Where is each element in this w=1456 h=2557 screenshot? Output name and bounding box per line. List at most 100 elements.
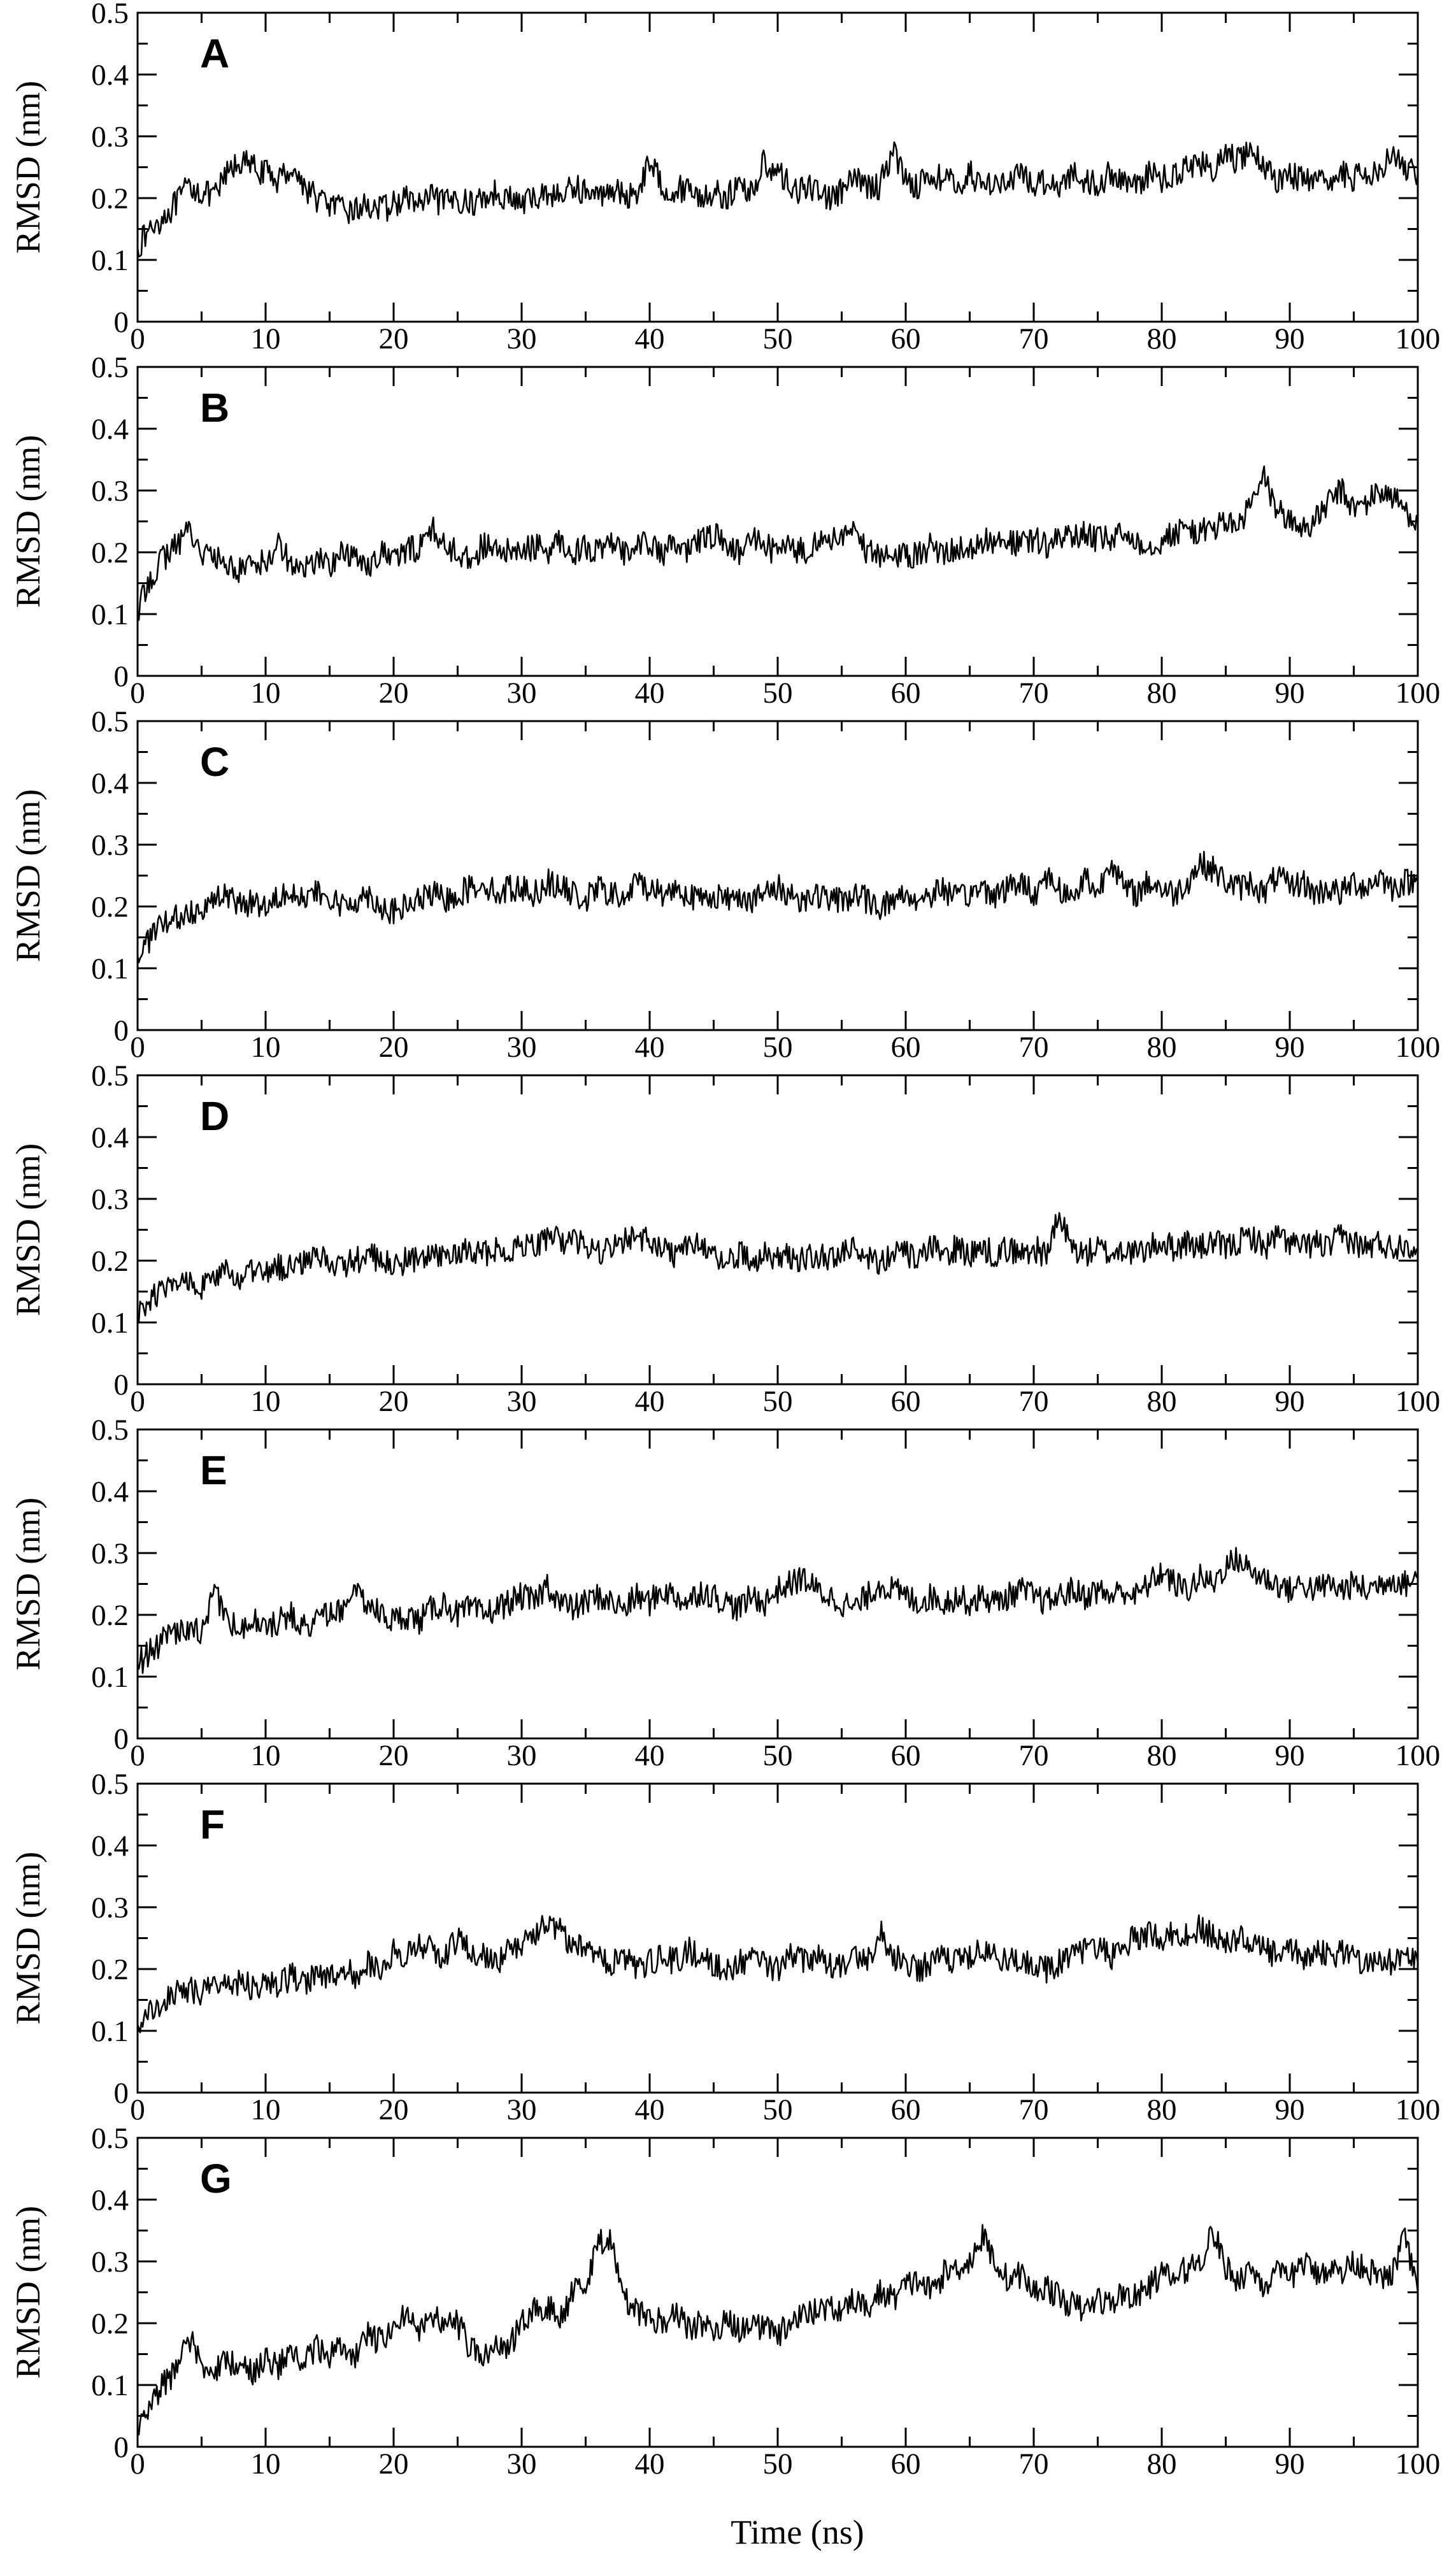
x-tick-label: 40	[635, 2093, 665, 2126]
y-axis-title: RMSD (nm)	[9, 435, 47, 608]
panel-d: 0 10 20 30 40 50 60 70 80 90 100 0 0.1 0.2 0.3 0.4 0.5 RM…	[9, 1059, 1440, 1418]
rmsd-series-line	[136, 141, 1419, 258]
x-tick-label: 70	[1019, 322, 1049, 355]
y-tick-label: 0.2	[91, 1953, 129, 1986]
x-tick-label: 0	[130, 677, 145, 710]
x-tick-label: 100	[1395, 1385, 1441, 1418]
y-tick-label: 0.4	[91, 413, 129, 446]
y-axis-title: RMSD (nm)	[9, 1143, 47, 1317]
y-tick-label: 0	[114, 1014, 129, 1047]
y-tick-label: 0.2	[91, 1599, 129, 1632]
y-tick-label: 0.3	[91, 475, 129, 508]
x-tick-label: 30	[507, 2093, 537, 2126]
x-tick-label: 10	[251, 677, 281, 710]
x-tick-label: 90	[1275, 677, 1305, 710]
y-tick-label: 0.1	[91, 1661, 129, 1694]
y-tick-label: 0.4	[91, 767, 129, 800]
x-tick-label: 90	[1275, 2447, 1305, 2481]
panel-g: 0 10 20 30 40 50 60 70 80 90 100 0 0.1 0.2 0.3 0.4 0.5 RM…	[9, 2122, 1440, 2481]
y-tick-label: 0.1	[91, 598, 129, 631]
x-tick-label: 50	[763, 2093, 793, 2126]
x-tick-label: 100	[1395, 677, 1441, 710]
x-tick-label: 50	[763, 322, 793, 355]
y-tick-label: 0.2	[91, 2307, 129, 2340]
y-tick-label: 0.5	[91, 705, 129, 738]
y-tick-label: 0.3	[91, 1537, 129, 1570]
x-tick-label: 70	[1019, 2093, 1049, 2126]
x-tick-label: 90	[1275, 1385, 1305, 1418]
x-tick-label: 0	[130, 1031, 145, 1064]
x-tick-label: 30	[507, 1031, 537, 1064]
panel-b: 0 10 20 30 40 50 60 70 80 90 100 0 0.1 0.2 0.3 0.4 0.5 RM…	[9, 351, 1440, 710]
x-tick-label: 40	[635, 1385, 665, 1418]
y-tick-label: 0.3	[91, 1891, 129, 1924]
y-tick-label: 0.4	[91, 1475, 129, 1508]
x-tick-label: 40	[635, 2447, 665, 2481]
x-tick-label: 70	[1019, 677, 1049, 710]
x-tick-label: 90	[1275, 1739, 1305, 1772]
panel-label: A	[200, 31, 229, 76]
x-tick-label: 60	[891, 1739, 921, 1772]
y-tick-label: 0.4	[91, 2184, 129, 2217]
y-tick-label: 0.3	[91, 829, 129, 862]
x-tick-label: 100	[1395, 1031, 1441, 1064]
panel-label: E	[200, 1447, 227, 1493]
x-tick-label: 70	[1019, 2447, 1049, 2481]
x-tick-label: 20	[379, 322, 409, 355]
plot-frame	[136, 2137, 1419, 2448]
x-tick-label: 10	[251, 2093, 281, 2126]
y-tick-label: 0	[114, 2077, 129, 2110]
x-tick-label: 0	[130, 322, 145, 355]
rmsd-series-line	[136, 465, 1419, 621]
y-tick-label: 0	[114, 1723, 129, 1756]
x-tick-label: 20	[379, 1739, 409, 1772]
panel-e: 0 10 20 30 40 50 60 70 80 90 100 0 0.1 0.2 0.3 0.4 0.5 RM…	[9, 1414, 1440, 1772]
y-tick-label: 0.1	[91, 2015, 129, 2048]
y-tick-label: 0	[114, 306, 129, 339]
y-tick-label: 0.1	[91, 952, 129, 985]
y-axis-title: RMSD (nm)	[9, 789, 47, 963]
y-tick-label: 0.5	[91, 351, 129, 384]
y-tick-label: 0.1	[91, 1307, 129, 1340]
plot-frame	[136, 1074, 1419, 1386]
x-tick-label: 50	[763, 2447, 793, 2481]
x-tick-label: 50	[763, 1031, 793, 1064]
x-tick-label: 80	[1147, 2447, 1177, 2481]
x-tick-label: 20	[379, 1031, 409, 1064]
y-tick-label: 0.2	[91, 1245, 129, 1278]
x-tick-label: 20	[379, 2447, 409, 2481]
x-tick-label: 50	[763, 677, 793, 710]
plot-frame	[136, 1782, 1419, 2094]
y-axis-title: RMSD (nm)	[9, 1852, 47, 2025]
plot-frame	[136, 720, 1419, 1031]
x-tick-label: 80	[1147, 677, 1177, 710]
y-tick-label: 0	[114, 660, 129, 693]
x-tick-label: 20	[379, 2093, 409, 2126]
y-tick-label: 0.1	[91, 244, 129, 277]
x-tick-label: 40	[635, 1031, 665, 1064]
y-tick-label: 0.2	[91, 891, 129, 924]
x-tick-label: 70	[1019, 1739, 1049, 1772]
x-tick-label: 30	[507, 1385, 537, 1418]
x-tick-label: 40	[635, 1739, 665, 1772]
x-tick-label: 90	[1275, 322, 1305, 355]
x-tick-label: 20	[379, 1385, 409, 1418]
y-tick-label: 0	[114, 2431, 129, 2464]
y-tick-label: 0.5	[91, 0, 129, 30]
x-tick-label: 50	[763, 1739, 793, 1772]
x-tick-label: 10	[251, 1031, 281, 1064]
x-tick-label: 0	[130, 1385, 145, 1418]
x-tick-label: 0	[130, 2447, 145, 2481]
x-axis-title: Time (ns)	[731, 2513, 864, 2551]
x-tick-label: 80	[1147, 2093, 1177, 2126]
panel-label: G	[200, 2156, 232, 2202]
x-tick-label: 70	[1019, 1031, 1049, 1064]
y-tick-label: 0.5	[91, 2122, 129, 2155]
plot-frame	[136, 1428, 1419, 1740]
x-tick-label: 30	[507, 322, 537, 355]
rmsd-series-line	[136, 1914, 1419, 2033]
panel-a: 0 10 20 30 40 50 60 70 80 90 100 0 0.1 0.2 0.3 0.4 0.5 RM…	[9, 0, 1440, 355]
x-tick-label: 90	[1275, 2093, 1305, 2126]
panel-label: F	[200, 1801, 225, 1847]
rmsd-series-line	[136, 1547, 1418, 1674]
